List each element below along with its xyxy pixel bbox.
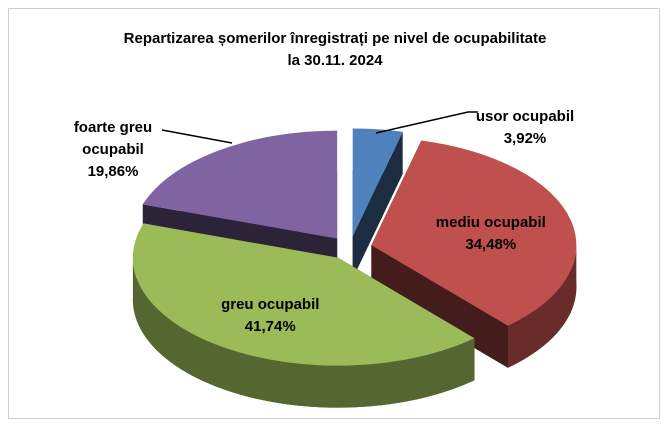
value-label: 19,86% (87, 163, 139, 180)
category-label: usor ocupabil (475, 108, 575, 125)
chart-subtitle: la 30.11. 2024 (287, 52, 383, 69)
category-label: greu ocupabil (221, 295, 320, 313)
category-label: mediu ocupabil (435, 213, 546, 231)
slice (352, 128, 403, 237)
data-label: mediu ocupabil 34,48% (436, 212, 546, 256)
data-label: greu ocupabil 41,74% (221, 294, 319, 338)
pie (132, 128, 577, 408)
slice-rim (507, 245, 577, 368)
chart-title: Repartizarea șomerilor înregistrați pe n… (123, 30, 547, 47)
slice-wall (371, 245, 508, 368)
value-label: 41,74% (244, 317, 296, 335)
category-label: foarte greu ocupabil (73, 119, 153, 158)
chart-frame (8, 8, 660, 419)
data-label: usor ocupabil 3,92% (476, 106, 574, 150)
value-label: 34,48% (465, 235, 517, 253)
data-label: foarte greu ocupabil 19,86% (58, 117, 168, 183)
value-label: 3,92% (503, 130, 547, 147)
leader-line (375, 111, 478, 134)
slice (142, 130, 338, 239)
slice (371, 140, 577, 326)
leader-line (161, 129, 233, 144)
slice-rim (132, 257, 475, 408)
slice-wall (352, 131, 403, 279)
slice (132, 223, 475, 366)
